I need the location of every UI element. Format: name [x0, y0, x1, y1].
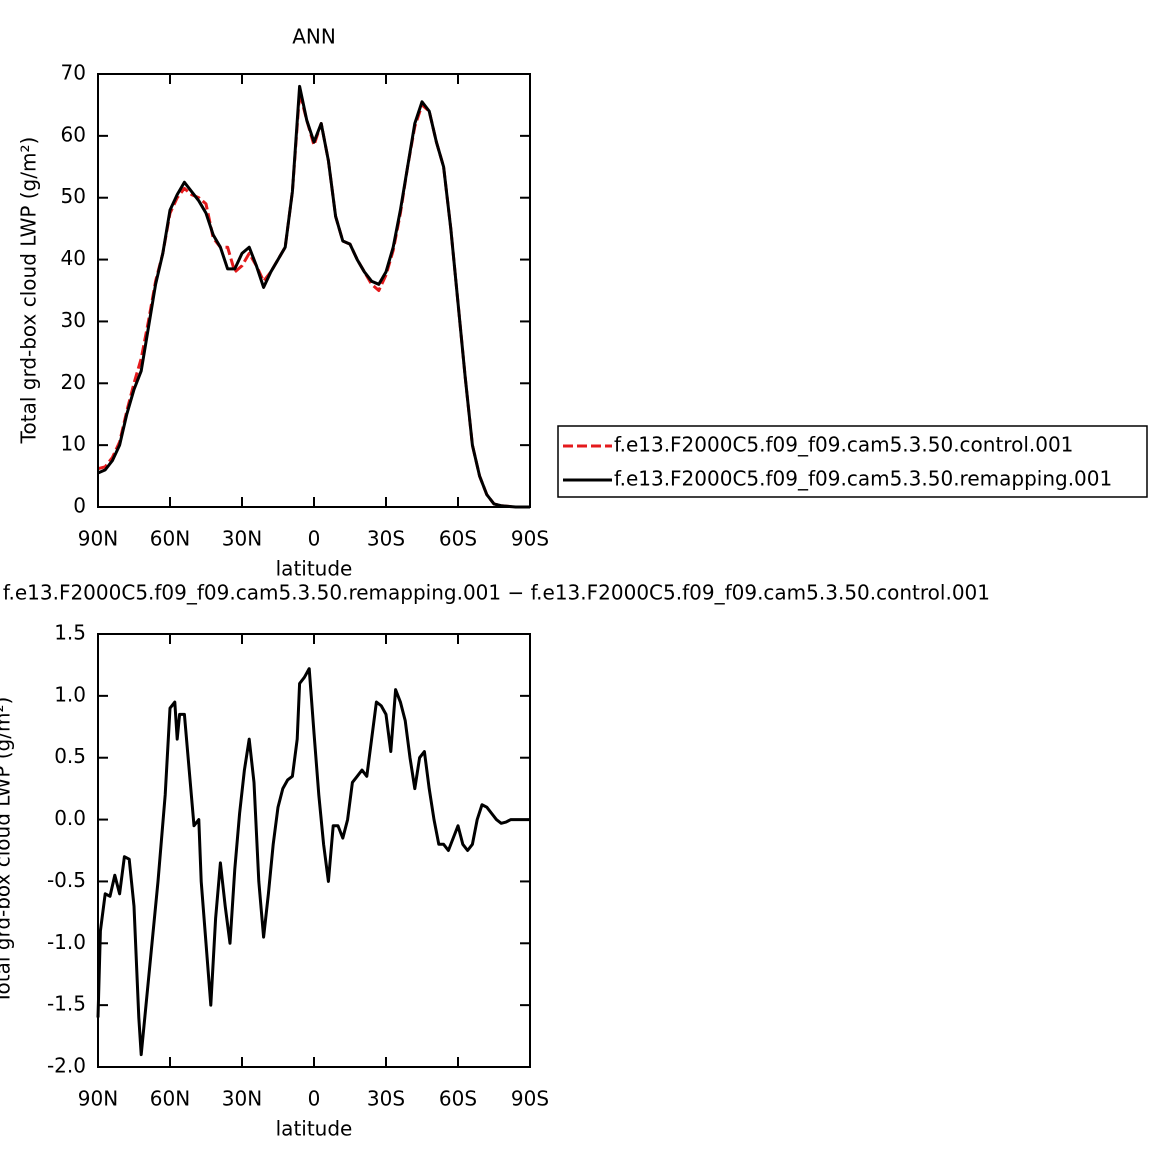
x-tick-label: 60N — [150, 1087, 190, 1111]
legend-box — [557, 425, 1148, 498]
y-tick-label: -2.0 — [47, 1054, 86, 1078]
y-tick-label: 20 — [61, 370, 86, 394]
x-tick-label: 90N — [78, 527, 118, 551]
y-tick-label: 0.0 — [54, 806, 86, 830]
y-tick-label: 0.5 — [54, 744, 86, 768]
y-tick-label: 30 — [61, 308, 86, 332]
y-tick-label: 60 — [61, 122, 86, 146]
data-line — [97, 84, 530, 509]
plot-frame — [97, 633, 531, 1068]
x-tick-label: 0 — [308, 1087, 321, 1111]
chart-title: ANN — [292, 25, 336, 49]
y-tick-label: 1.0 — [54, 682, 86, 706]
x-tick-label: 60N — [150, 527, 190, 551]
x-tick-label: 90S — [511, 527, 549, 551]
chart-title: f.e13.F2000C5.f09_f09.cam5.3.50.remappin… — [3, 581, 990, 605]
x-tick-label: 60S — [439, 1087, 477, 1111]
x-tick-label: 30S — [367, 527, 405, 551]
x-tick-label: 0 — [308, 527, 321, 551]
y-tick-label: 70 — [61, 61, 86, 85]
x-tick-label: 30S — [367, 1087, 405, 1111]
x-tick-label: 60S — [439, 527, 477, 551]
plot-frame — [97, 73, 531, 508]
x-axis-label: latitude — [276, 557, 353, 581]
x-axis-label: latitude — [276, 1117, 353, 1141]
legend-label: f.e13.F2000C5.f09_f09.cam5.3.50.control.… — [614, 433, 1073, 457]
y-tick-label: -0.5 — [47, 868, 86, 892]
y-axis-label: Total grd-box cloud LWP (g/m²) — [17, 137, 41, 445]
legend-label: f.e13.F2000C5.f09_f09.cam5.3.50.remappin… — [614, 467, 1112, 491]
data-line — [96, 667, 530, 1057]
y-tick-label: 1.5 — [54, 621, 86, 645]
y-tick-label: 50 — [61, 184, 86, 208]
y-axis-label: Total grd-box cloud LWP (g/m²) — [0, 697, 15, 1005]
y-tick-label: 10 — [61, 432, 86, 456]
x-tick-label: 30N — [222, 1087, 262, 1111]
y-tick-label: 0 — [73, 494, 86, 518]
y-tick-label: -1.0 — [47, 930, 86, 954]
y-tick-label: -1.5 — [47, 992, 86, 1016]
x-tick-label: 90S — [511, 1087, 549, 1111]
data-line — [97, 91, 530, 509]
x-tick-label: 30N — [222, 527, 262, 551]
y-tick-label: 40 — [61, 246, 86, 270]
x-tick-label: 90N — [78, 1087, 118, 1111]
